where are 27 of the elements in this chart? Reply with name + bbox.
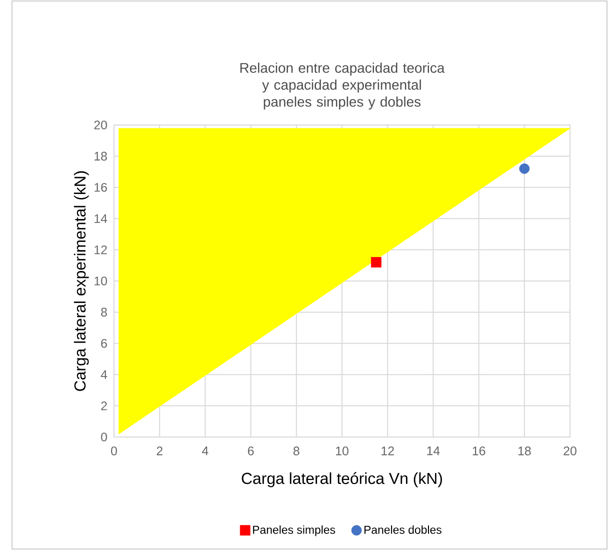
x-tick-label: 18 [518, 446, 531, 456]
y-tick-label: 14 [94, 214, 108, 223]
legend-label: Paneles simples [253, 525, 336, 536]
y-tick-label: 12 [94, 245, 107, 254]
x-tick-label: 4 [202, 446, 208, 456]
y-tick-label: 10 [94, 276, 107, 286]
chart-title: Relacion entre capacidad teorica y capacidad experimental paneles simples y dobles [240, 62, 445, 110]
x-tick-label: 10 [336, 446, 348, 456]
y-tick-label: 0 [101, 432, 107, 442]
y-axis-title: Carga lateral experimental (kN) [74, 171, 89, 391]
y-tick-label: 16 [94, 182, 107, 192]
y-tick-label: 20 [94, 120, 107, 130]
x-tick-label: 2 [156, 446, 162, 456]
x-tick-label: 20 [564, 446, 576, 456]
x-tick-label: 6 [248, 446, 254, 456]
y-tick-label: 8 [101, 308, 107, 317]
x-tick-label: 0 [111, 446, 117, 456]
x-tick-label: 16 [472, 446, 486, 456]
y-tick-label: 6 [101, 339, 107, 348]
x-tick-label: 8 [293, 446, 300, 456]
x-axis-title: Carga lateral teórica Vn (kN) [242, 472, 442, 488]
y-tick-label: 18 [94, 152, 107, 161]
y-tick-label: 2 [101, 401, 107, 410]
legend-label: Paneles dobles [364, 525, 442, 534]
x-tick-label: 12 [382, 446, 394, 456]
y-tick-label: 4 [100, 370, 108, 379]
x-tick-label: 14 [427, 446, 440, 456]
